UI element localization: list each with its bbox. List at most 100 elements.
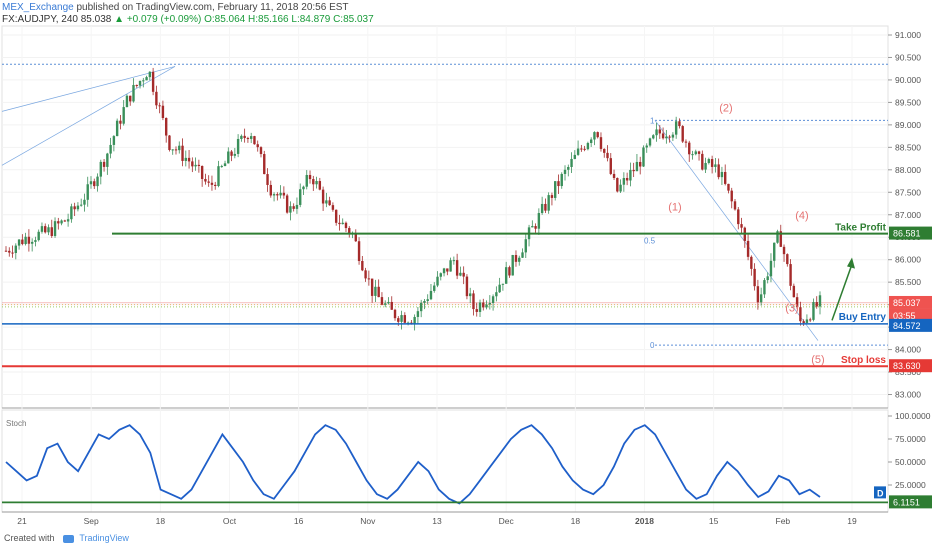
take-profit-tag: 86.581 [893,229,921,239]
candle-body [115,120,119,137]
candle-body [269,184,272,196]
candle-body [514,255,518,262]
fib-diagonal [654,120,819,341]
candle-body [40,226,44,232]
price-tick-label: 86.000 [895,255,921,265]
candle-body [161,105,165,118]
candle-body [799,307,802,322]
candle-body [47,227,50,233]
candle-body [83,199,86,205]
candle-body [184,157,187,161]
price-tick-label: 88.500 [895,142,921,152]
candle-body [266,174,269,185]
candle-body [96,176,99,187]
candle-body [374,286,377,296]
candle-body [691,154,694,156]
candle-body [616,177,619,192]
candle-body [733,201,737,210]
candle-body [240,135,243,139]
wave-label: (4) [795,210,808,222]
candle-body [740,224,743,228]
candle-body [89,181,93,185]
candle-body [815,302,818,307]
candle-body [367,278,371,280]
candle-body [661,133,665,139]
candle-body [678,121,681,127]
candle-body [521,252,524,258]
candle-body [151,71,155,92]
candle-body [21,239,24,245]
candle-body [230,151,233,156]
wave-label: (2) [719,102,732,114]
tradingview-brand[interactable]: TradingView [79,533,129,543]
candle-body [603,148,606,153]
candle-body [246,138,250,140]
fib-label-1: 1 [650,116,655,125]
candle-body [14,245,18,254]
candle-body [531,226,534,228]
candle-body [439,273,442,277]
candle-body [138,80,142,86]
candle-body [168,135,171,150]
candle-body [645,145,648,148]
time-tick-label: Feb [776,516,791,526]
publish-info: MEX_Exchange published on TradingView.co… [2,2,349,14]
candle-body [518,257,521,262]
price-tick-label: 83.000 [895,390,921,400]
candle-body [668,136,671,138]
price-tick-label: 84.000 [895,345,921,355]
candle-body [86,184,89,200]
projection-arrow-head [847,257,855,269]
candle-body [714,164,717,167]
d-marker-bg [874,486,886,499]
candle-body [338,222,341,225]
candle-body [178,145,181,151]
candle-body [818,295,822,307]
candle-body [210,182,214,185]
candle-body [187,157,191,162]
candle-body [289,206,292,213]
price-tick-label: 88.000 [895,165,921,175]
candle-body [606,152,609,159]
candle-body [302,186,305,190]
candle-body [122,107,125,124]
candle-body [504,267,508,284]
candle-body [315,181,318,185]
candle-body [79,204,83,206]
candle-body [808,319,812,321]
time-tick-label: 2018 [635,516,654,526]
fib-label-0: 0 [650,341,655,350]
candle-body [393,309,397,319]
candle-body [717,164,720,178]
price-pane-frame [1,25,889,409]
candle-body [769,260,773,277]
publisher-link[interactable]: MEX_Exchange [2,2,74,13]
wave-label: (5) [811,354,824,366]
candle-body [501,283,505,285]
candle-body [779,231,782,247]
price-tick-label: 90.000 [895,75,921,85]
candle-body [253,136,256,145]
candle-body [325,200,328,204]
candle-body [648,138,652,146]
candle-body [403,315,407,323]
last-price-tag: 85.037 [893,298,921,308]
footer: Created with TradingView [4,533,129,543]
candle-body [276,194,279,196]
candle-body [112,136,116,145]
candle-body [57,221,60,224]
candle-body [710,159,714,167]
candle-body [730,190,733,202]
price-tick-label: 91.000 [895,30,921,40]
candle-body [357,241,361,262]
candle-body [256,144,259,148]
trend-line [1,66,176,112]
candle-body [694,151,697,155]
wave-label: (3) [785,302,798,314]
symbol-info: FX:AUDJPY, 240 85.038 ▲ +0.079 (+0.09%) … [2,14,374,26]
candle-body [442,268,446,274]
candle-body [341,222,344,225]
candle-body [436,276,439,286]
candle-body [674,121,678,135]
